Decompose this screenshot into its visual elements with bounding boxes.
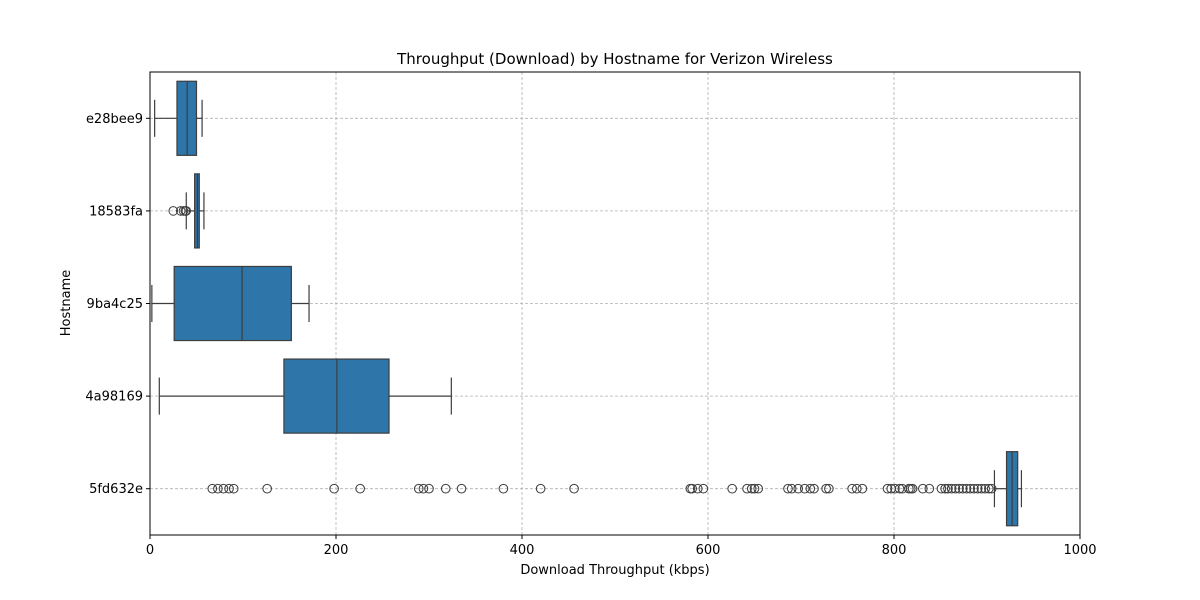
outlier-point — [175, 206, 186, 216]
outlier-point — [961, 483, 972, 494]
outlier-point — [984, 483, 994, 494]
outlier-point — [753, 483, 764, 494]
outlier-point — [224, 483, 234, 494]
outlier-point — [783, 483, 793, 494]
outlier-point — [972, 483, 983, 494]
x-tick-label: 400 — [510, 543, 535, 558]
box-iqr — [173, 265, 292, 342]
y-axis-title: Hostname — [59, 270, 74, 336]
x-tick-label: 800 — [882, 543, 907, 558]
outlier-point — [692, 483, 703, 494]
box-group-5fd632e — [207, 451, 1023, 527]
outlier-point — [498, 483, 509, 494]
box-group-18583fa — [168, 173, 205, 249]
outlier-point — [958, 483, 968, 494]
outlier-point — [946, 483, 957, 494]
x-tick-label: 200 — [324, 543, 349, 558]
outlier-point — [413, 483, 424, 494]
outlier-point — [969, 483, 979, 494]
outlier-point — [809, 483, 819, 494]
y-tick-label: 5fd632e — [89, 482, 143, 497]
outlier-point — [228, 483, 239, 494]
y-tick-label: e28bee9 — [86, 112, 143, 127]
box-group-9ba4c25 — [151, 265, 310, 342]
outlier-point — [954, 483, 964, 494]
outlier-point — [882, 483, 893, 494]
outlier-point — [456, 483, 467, 494]
chart-title: Throughput (Download) by Hostname for Ve… — [396, 50, 833, 68]
outlier-point — [824, 483, 834, 494]
outlier-point — [418, 483, 429, 494]
outlier-point — [207, 483, 218, 494]
outlier-point — [746, 483, 757, 494]
outlier-point — [799, 483, 810, 494]
outlier-point — [262, 483, 272, 494]
outlier-point — [890, 483, 900, 494]
outlier-point — [424, 483, 434, 494]
y-tick-label: 18583fa — [89, 204, 143, 219]
outlier-point — [986, 483, 997, 494]
x-tick-label: 1000 — [1063, 543, 1096, 558]
tick-layer: 0 200 400 600 800 1000 e28bee9 18583fa 9ba4c25 4a… — [85, 112, 1096, 558]
outlier-point — [950, 483, 961, 494]
x-tick-label: 600 — [696, 543, 721, 558]
outlier-point — [943, 483, 953, 494]
outlier-point — [940, 483, 950, 494]
outlier-point — [742, 483, 752, 494]
outlier-point — [918, 483, 928, 494]
outlier-point — [569, 483, 579, 494]
box-layer — [151, 80, 1023, 527]
outlier-point — [355, 483, 365, 494]
outlier-point — [857, 483, 868, 494]
outlier-point — [440, 483, 451, 494]
box-group-4a98169 — [158, 358, 452, 434]
outlier-point — [976, 483, 987, 494]
y-tick-label: 4a98169 — [85, 390, 143, 405]
outlier-point — [793, 483, 804, 494]
outlier-point — [213, 483, 223, 494]
outlier-point — [181, 206, 192, 216]
outlier-point — [924, 483, 935, 494]
outlier-point — [749, 483, 760, 494]
outlier-point — [936, 483, 947, 494]
outlier-point — [727, 483, 737, 494]
outlier-point — [687, 483, 697, 494]
outlier-point — [786, 483, 797, 494]
y-tick-label: 9ba4c25 — [87, 297, 143, 312]
outlier-point — [894, 483, 905, 494]
outlier-point — [805, 483, 816, 494]
outlier-point — [965, 483, 976, 494]
outlier-point — [168, 206, 179, 216]
outlier-point — [535, 483, 546, 494]
outlier-point — [852, 483, 862, 494]
outlier-point — [821, 483, 831, 494]
outlier-point — [907, 483, 918, 494]
outlier-point — [218, 483, 229, 494]
outlier-point — [329, 483, 339, 494]
x-tick-label: 0 — [146, 543, 154, 558]
outlier-point — [847, 483, 857, 494]
outlier-point — [980, 483, 990, 494]
box-group-e28bee9 — [154, 80, 203, 156]
x-axis-title: Download Throughput (kbps) — [520, 563, 709, 578]
outlier-point — [698, 483, 709, 494]
